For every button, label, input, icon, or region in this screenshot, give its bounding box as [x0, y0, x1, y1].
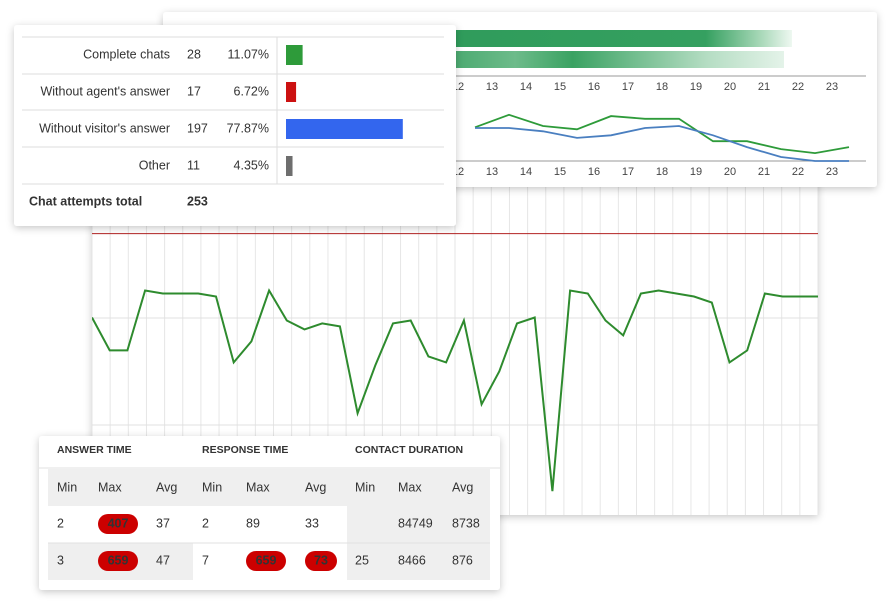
cell-value: 3 — [57, 553, 64, 567]
column-header: Max — [246, 480, 270, 494]
cell-value: 47 — [156, 553, 170, 567]
hour-label: 17 — [622, 166, 634, 178]
cell-value: 37 — [156, 516, 170, 530]
trend-line — [92, 288, 818, 492]
hour-label: 19 — [690, 81, 702, 93]
column-header: Avg — [452, 480, 473, 494]
hour-label: 21 — [758, 81, 770, 93]
cell-value: 84749 — [398, 516, 433, 530]
hour-label: 14 — [520, 81, 532, 93]
hour-label: 22 — [792, 166, 804, 178]
hour-label: 15 — [554, 81, 566, 93]
row-percent: 11.07% — [228, 47, 269, 61]
row-count: 28 — [187, 47, 201, 61]
cell-value: 73 — [314, 553, 328, 567]
hour-label: 22 — [792, 81, 804, 93]
hour-label: 18 — [656, 81, 668, 93]
total-label: Chat attempts total — [29, 194, 142, 208]
cell-value: 659 — [256, 553, 277, 567]
hour-label: 20 — [724, 81, 736, 93]
column-header: Avg — [305, 480, 326, 494]
row-count: 197 — [187, 121, 208, 135]
cell-value: 25 — [355, 553, 369, 567]
hour-label: 19 — [690, 166, 702, 178]
group-header: RESPONSE TIME — [202, 444, 288, 456]
summary-card: Complete chats 28 11.07% Without agent's an… — [14, 25, 456, 226]
row-percent: 77.87% — [227, 121, 269, 135]
heat-row — [400, 51, 784, 68]
row-percent: 4.35% — [234, 158, 269, 172]
header-bg — [48, 469, 490, 506]
column-header: Min — [202, 480, 222, 494]
percent-bar — [286, 82, 297, 102]
hour-label: 16 — [588, 166, 600, 178]
hour-label: 13 — [486, 81, 498, 93]
percent-bar — [286, 156, 293, 176]
column-header: Min — [57, 480, 77, 494]
hour-label: 15 — [554, 166, 566, 178]
hour-label: 23 — [826, 81, 838, 93]
highlight-pill — [305, 551, 337, 571]
cell-value: 2 — [202, 516, 209, 530]
row-label: Without visitor's answer — [39, 121, 170, 135]
cell-value: 8466 — [398, 553, 426, 567]
percent-bar — [286, 45, 303, 65]
column-header: Min — [355, 480, 375, 494]
row-count: 11 — [187, 158, 200, 172]
hour-label: 20 — [724, 166, 736, 178]
group-header: CONTACT DURATION — [355, 444, 463, 456]
hour-label: 23 — [826, 166, 838, 178]
cell-value: 659 — [108, 553, 129, 567]
cell-value: 7 — [202, 553, 209, 567]
cell-value: 407 — [108, 516, 129, 530]
group-header: ANSWER TIME — [57, 444, 132, 456]
hour-line — [474, 113, 850, 155]
percent-bar — [286, 119, 403, 139]
cell-value: 8738 — [452, 516, 480, 530]
cell-value: 2 — [57, 516, 64, 530]
cell-value: 33 — [305, 516, 319, 530]
heat-row — [400, 30, 792, 47]
hour-label: 13 — [486, 166, 498, 178]
card — [14, 25, 456, 226]
highlight-pill — [98, 551, 138, 571]
highlight-pill — [246, 551, 286, 571]
cell-value: 89 — [246, 516, 260, 530]
row-label: Complete chats — [83, 47, 170, 61]
hour-line — [475, 125, 849, 162]
row-label: Without agent's answer — [40, 84, 170, 98]
column-header: Max — [398, 480, 422, 494]
hour-label: 14 — [520, 166, 532, 178]
row-label: Other — [139, 158, 170, 172]
column-header: Avg — [156, 480, 177, 494]
hour-label: 18 — [656, 166, 668, 178]
hour-label: 17 — [622, 81, 634, 93]
column-header: Max — [98, 480, 122, 494]
hour-label: 21 — [758, 166, 770, 178]
row-count: 17 — [187, 84, 201, 98]
row-percent: 6.72% — [234, 84, 269, 98]
time-card: ANSWER TIME RESPONSE TIME CONTACT DURATION… — [39, 436, 500, 590]
total-value: 253 — [187, 194, 208, 208]
highlight-pill — [98, 514, 138, 534]
hour-label: 16 — [588, 81, 600, 93]
cell-value: 876 — [452, 553, 473, 567]
